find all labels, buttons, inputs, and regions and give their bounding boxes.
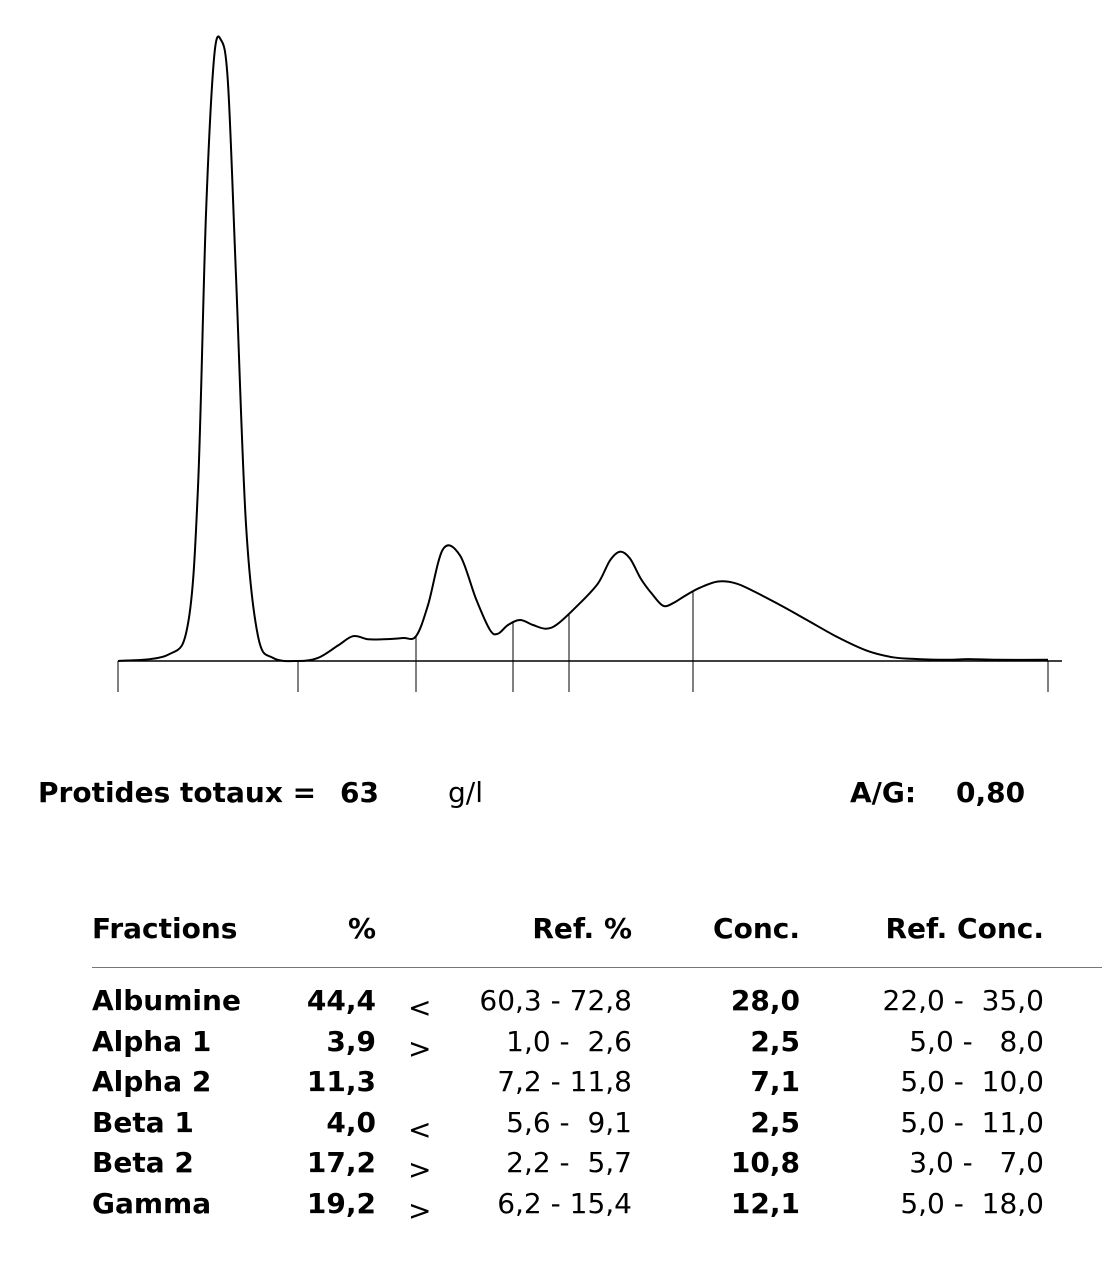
table-header-divider — [92, 967, 1102, 968]
fraction-percent: 4,0 — [326, 1105, 376, 1139]
fraction-flag: < — [408, 1112, 432, 1146]
ag-ratio-label: A/G: — [850, 776, 917, 809]
fraction-ref-percent: 60,3 - 72,8 — [479, 984, 632, 1017]
fraction-name: Albumine — [92, 984, 241, 1017]
fraction-name: Beta 2 — [92, 1146, 194, 1179]
total-protein-label: Protides totaux = — [38, 776, 317, 809]
total-protein-value: 63 — [340, 776, 379, 809]
fraction-name: Gamma — [92, 1186, 212, 1220]
fraction-ref-conc: 22,0 - 35,0 — [882, 984, 1045, 1017]
fraction-ref-conc: 5,0 - 8,0 — [909, 1024, 1044, 1058]
fraction-ref-conc: 5,0 - 11,0 — [900, 1105, 1044, 1139]
fraction-name: Alpha 2 — [92, 1065, 212, 1098]
fraction-conc: 12,1 — [730, 1186, 800, 1220]
fraction-conc: 10,8 — [730, 1146, 800, 1179]
fraction-conc: 2,5 — [750, 1105, 800, 1139]
fraction-ref-percent: 1,0 - 2,6 — [506, 1024, 632, 1058]
fraction-ref-conc: 5,0 - 10,0 — [900, 1065, 1044, 1098]
fraction-percent: 44,4 — [306, 984, 376, 1017]
fraction-ref-percent: 2,2 - 5,7 — [506, 1146, 632, 1179]
header-percent: % — [347, 912, 376, 945]
header-conc: Conc. — [713, 912, 800, 945]
electrophoresis-trace — [117, 35, 1049, 663]
fraction-percent: 17,2 — [306, 1146, 376, 1179]
fraction-name: Beta 1 — [92, 1105, 194, 1139]
electrophoresis-chart — [117, 35, 1062, 692]
total-protein-unit: g/l — [448, 776, 483, 809]
fraction-ref-conc: 3,0 - 7,0 — [909, 1146, 1044, 1179]
fraction-percent: 11,3 — [306, 1065, 376, 1098]
fraction-flag: > — [408, 1031, 432, 1065]
fraction-conc: 2,5 — [750, 1024, 800, 1058]
fraction-ref-percent: 5,6 - 9,1 — [506, 1105, 632, 1139]
fraction-flag: > — [408, 1193, 432, 1227]
fraction-percent: 19,2 — [306, 1186, 376, 1220]
fraction-ref-percent: 6,2 - 15,4 — [497, 1186, 632, 1220]
fraction-boundary-lines — [117, 591, 1049, 692]
fraction-ref-conc: 5,0 - 18,0 — [900, 1186, 1044, 1220]
header-fractions: Fractions — [92, 912, 238, 945]
fraction-flag: < — [408, 991, 432, 1024]
fraction-ref-percent: 7,2 - 11,8 — [497, 1065, 632, 1098]
fraction-conc: 28,0 — [730, 984, 800, 1017]
fraction-flag: > — [408, 1153, 432, 1186]
fraction-name: Alpha 1 — [92, 1024, 212, 1058]
fraction-conc: 7,1 — [750, 1065, 800, 1098]
ag-ratio-value: 0,80 — [956, 776, 1026, 809]
header-ref-conc: Ref. Conc. — [885, 912, 1044, 945]
header-ref-percent: Ref. % — [532, 912, 632, 945]
fraction-percent: 3,9 — [326, 1024, 376, 1058]
